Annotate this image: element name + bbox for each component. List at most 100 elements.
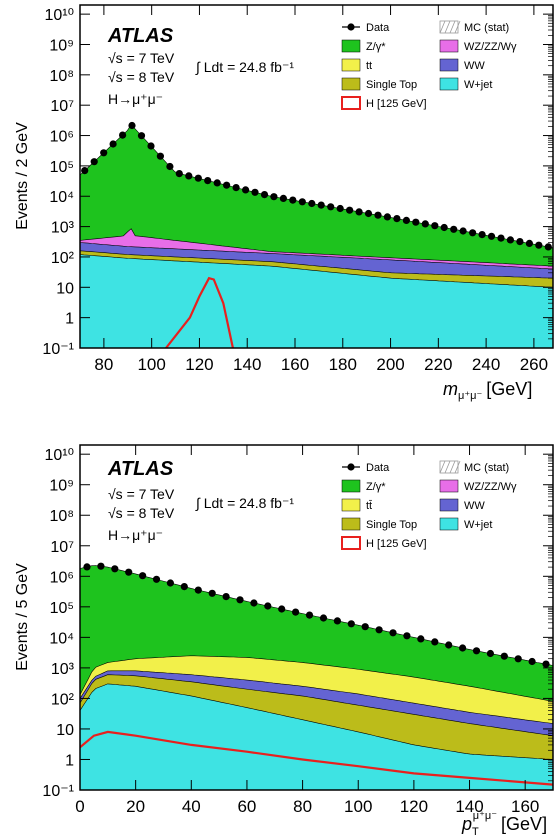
data-point xyxy=(83,563,91,571)
legend-entry-ttbar: tt xyxy=(341,58,372,72)
data-point xyxy=(431,222,439,230)
x-axis-label: pTμ⁺μ⁻ [GeV] xyxy=(461,810,547,838)
data-point xyxy=(514,655,522,663)
data-point xyxy=(236,596,244,604)
legend-entry-data: Data xyxy=(342,22,390,34)
legend-label: W+jet xyxy=(464,519,492,531)
data-point xyxy=(459,644,467,652)
data-point xyxy=(111,565,119,573)
data-point xyxy=(185,172,193,180)
data-point xyxy=(204,177,212,185)
data-point xyxy=(374,211,382,219)
energy-7tev: √s = 7 TeV xyxy=(108,50,175,66)
data-point xyxy=(506,236,514,244)
data-point xyxy=(525,239,534,247)
y-tick-label: 10⁶ xyxy=(50,569,74,586)
data-point xyxy=(194,586,202,594)
higgs-signal-line xyxy=(165,276,234,348)
y-tick-label: 10 xyxy=(56,280,74,297)
pt-distribution-panel: Events / 5 GeV 10⁻¹ 1 10 10² 10³ 10⁴ 10⁵ 10⁶ 10⁷… xyxy=(14,444,554,838)
data-point xyxy=(421,220,429,228)
legend-entry-hatch: MC (stat) xyxy=(439,460,509,474)
x-tick-label: 160 xyxy=(281,355,309,374)
y-tick-label: 10⁸ xyxy=(49,68,74,85)
data-point xyxy=(298,198,306,206)
x-tick-label: 80 xyxy=(293,797,312,816)
data-point xyxy=(319,614,328,622)
data-point xyxy=(222,593,230,601)
data-point xyxy=(440,223,448,232)
data-point xyxy=(109,140,117,148)
y-tick-label: 10⁴ xyxy=(49,189,74,206)
data-point xyxy=(213,179,221,187)
data-point xyxy=(152,575,161,583)
legend-entry-zgamma: Z/γ* xyxy=(341,479,386,493)
y-tick-label: 10⁻¹ xyxy=(42,783,74,800)
x-tick-label: 240 xyxy=(472,355,500,374)
data-point xyxy=(459,227,467,235)
plot-frame xyxy=(79,444,554,791)
x-tick-label: 0 xyxy=(75,797,84,816)
legend-entry-data: Data xyxy=(342,462,390,474)
legend-label: MC (stat) xyxy=(464,462,509,474)
legend-label: Data xyxy=(366,22,390,34)
legend-entry-ww: WW xyxy=(439,58,485,72)
channel-label: H→μ⁺μ⁻ xyxy=(108,527,163,543)
legend-label: H [125 GeV] xyxy=(366,538,427,550)
energy-7tev: √s = 7 TeV xyxy=(108,486,175,502)
y-tick-label: 10⁷ xyxy=(50,539,74,556)
x-tick-label: 60 xyxy=(237,797,256,816)
x-axis-unit: [GeV] xyxy=(501,814,547,834)
data-point xyxy=(412,218,420,226)
data-point xyxy=(292,608,300,616)
legend-label: Z/γ* xyxy=(366,41,386,53)
data-point xyxy=(194,174,202,182)
data-point xyxy=(497,234,505,242)
energy-8tev: √s = 8 TeV xyxy=(108,505,175,521)
legend-label: MC (stat) xyxy=(464,22,509,34)
legend-label: WZ/ZZ/Wγ xyxy=(464,481,517,493)
data-point xyxy=(208,589,216,597)
y-tick-label: 10² xyxy=(51,250,75,267)
data-point xyxy=(450,225,458,233)
legend-label: H [125 GeV] xyxy=(366,98,427,110)
y-tick-label: 10³ xyxy=(51,661,75,678)
y-tick-label: 1 xyxy=(65,311,74,328)
legend-label: WZ/ZZ/Wγ xyxy=(464,41,517,53)
x-tick-label: 120 xyxy=(185,355,213,374)
legend-label: tt̄ xyxy=(366,500,372,512)
legend-entry-wzzz: WZ/ZZ/Wγ xyxy=(439,39,517,53)
x-tick-label: 100 xyxy=(137,355,165,374)
legend-entry-single_top: Single Top xyxy=(341,517,417,531)
data-point xyxy=(125,568,133,576)
data-point xyxy=(393,215,401,223)
x-axis-superscript: μ⁺μ⁻ xyxy=(473,810,497,822)
data-point xyxy=(542,660,550,668)
wjet-area xyxy=(80,683,553,790)
data-point xyxy=(180,583,188,591)
energy-8tev: √s = 8 TeV xyxy=(108,69,175,85)
y-tick-label: 10⁷ xyxy=(50,98,74,115)
x-tick-label: 80 xyxy=(94,355,113,374)
x-axis-symbol: p xyxy=(461,814,472,834)
legend-entry-higgs: H [125 GeV] xyxy=(341,96,427,110)
data-point xyxy=(279,194,287,202)
x-tick-label: 140 xyxy=(455,797,483,816)
data-point xyxy=(535,241,543,249)
legend-label: W+jet xyxy=(464,79,492,91)
data-point xyxy=(478,231,486,239)
data-point xyxy=(317,201,325,209)
x-axis-unit: [GeV] xyxy=(486,379,532,399)
data-point xyxy=(289,196,297,204)
data-point xyxy=(156,152,164,160)
data-point xyxy=(472,647,481,655)
data-point xyxy=(251,188,259,196)
higgs-signal-line xyxy=(80,730,553,786)
data-point xyxy=(375,626,383,634)
data-point xyxy=(403,632,411,640)
data-point xyxy=(327,203,335,211)
legend-label: Data xyxy=(366,462,390,474)
data-point xyxy=(305,611,314,619)
data-point xyxy=(139,572,147,580)
data-point xyxy=(270,193,278,201)
